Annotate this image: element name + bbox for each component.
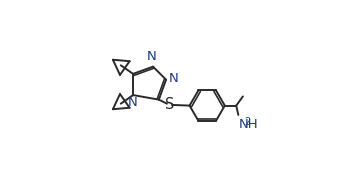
Text: N: N <box>147 51 157 64</box>
Text: S: S <box>165 97 174 112</box>
Text: N: N <box>127 96 137 109</box>
Text: NH: NH <box>239 118 258 131</box>
Text: 2: 2 <box>245 117 251 127</box>
Text: N: N <box>169 72 179 85</box>
